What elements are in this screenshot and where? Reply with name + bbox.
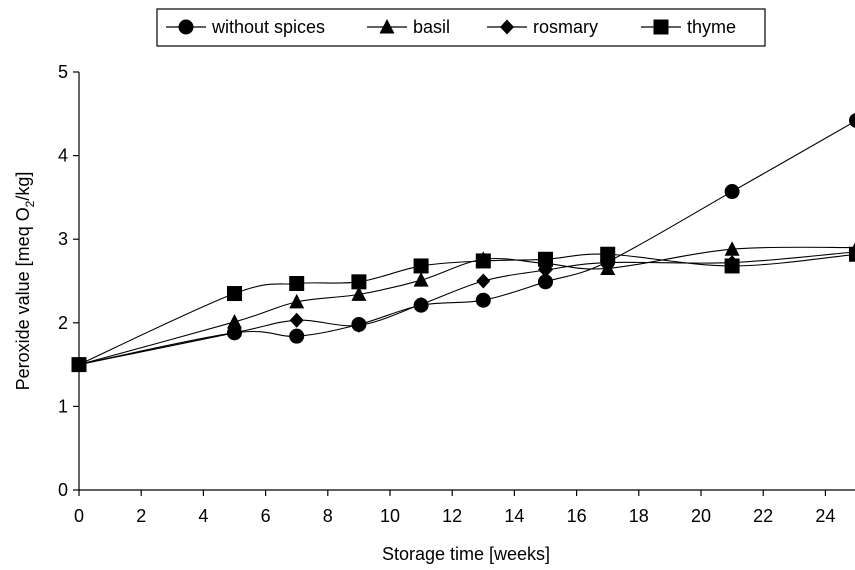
y-tick-label: 3 (58, 229, 68, 249)
x-tick-label: 18 (629, 506, 649, 526)
x-tick-label: 14 (504, 506, 524, 526)
x-tick-label: 0 (74, 506, 84, 526)
x-tick-label: 8 (323, 506, 333, 526)
data-point-thyme (600, 246, 616, 262)
data-point-thyme (538, 251, 553, 267)
data-point-rosmary (227, 325, 242, 341)
x-tick-label: 4 (198, 506, 208, 526)
series-line-basil (78, 246, 855, 366)
series-line-without-spices (78, 120, 855, 366)
data-point-without-spices (475, 292, 491, 308)
x-tick-label: 20 (691, 506, 711, 526)
legend: without spices basil rosmary thyme (156, 8, 766, 47)
data-point-basil (289, 293, 305, 309)
data-point-basil (351, 286, 367, 301)
y-tick-label: 0 (58, 480, 68, 500)
y-axis-title: Peroxide value [meq O2/kg] (13, 172, 37, 391)
legend-label-rosmary: rosmary (533, 17, 598, 37)
legend-label-basil: basil (413, 17, 450, 37)
y-tick-label: 5 (58, 62, 68, 82)
x-axis-title: Storage time [weeks] (382, 544, 550, 564)
legend-label-thyme: thyme (687, 17, 736, 37)
x-tick-label: 24 (815, 506, 835, 526)
data-point-without-spices (538, 274, 553, 290)
series-line-rosmary (78, 251, 855, 366)
data-point-without-spices (289, 328, 305, 344)
data-point-rosmary (289, 312, 304, 328)
x-tick-label: 16 (567, 506, 587, 526)
x-tick-label: 2 (136, 506, 146, 526)
y-tick-label: 1 (58, 396, 68, 416)
data-point-rosmary (414, 296, 429, 312)
data-point-basil (227, 313, 242, 329)
data-point-without-spices (849, 113, 855, 128)
data-point-thyme (227, 286, 242, 302)
data-point-without-spices (724, 184, 740, 200)
legend-marker-without-spices (178, 19, 194, 35)
data-point-thyme (724, 258, 740, 274)
x-tick-label: 22 (753, 506, 773, 526)
data-point-basil (724, 241, 740, 256)
data-point-thyme (351, 274, 367, 290)
data-point-thyme (71, 357, 87, 373)
y-tick-label: 2 (58, 313, 68, 333)
x-tick-label: 6 (261, 506, 271, 526)
data-point-rosmary (476, 273, 491, 289)
data-point-rosmary (351, 317, 366, 333)
x-tick-label: 10 (380, 506, 400, 526)
legend-marker-rosmary (500, 19, 514, 35)
data-point-thyme (475, 253, 491, 269)
legend-marker-basil (379, 19, 395, 34)
legend-label-without-spices: without spices (211, 17, 325, 37)
legend-marker-thyme (653, 19, 669, 35)
data-point-thyme (289, 276, 305, 292)
data-point-thyme (413, 258, 429, 274)
data-point-thyme (849, 246, 855, 262)
y-tick-label: 4 (58, 146, 68, 166)
data-point-basil (413, 272, 429, 287)
x-tick-label: 12 (442, 506, 462, 526)
